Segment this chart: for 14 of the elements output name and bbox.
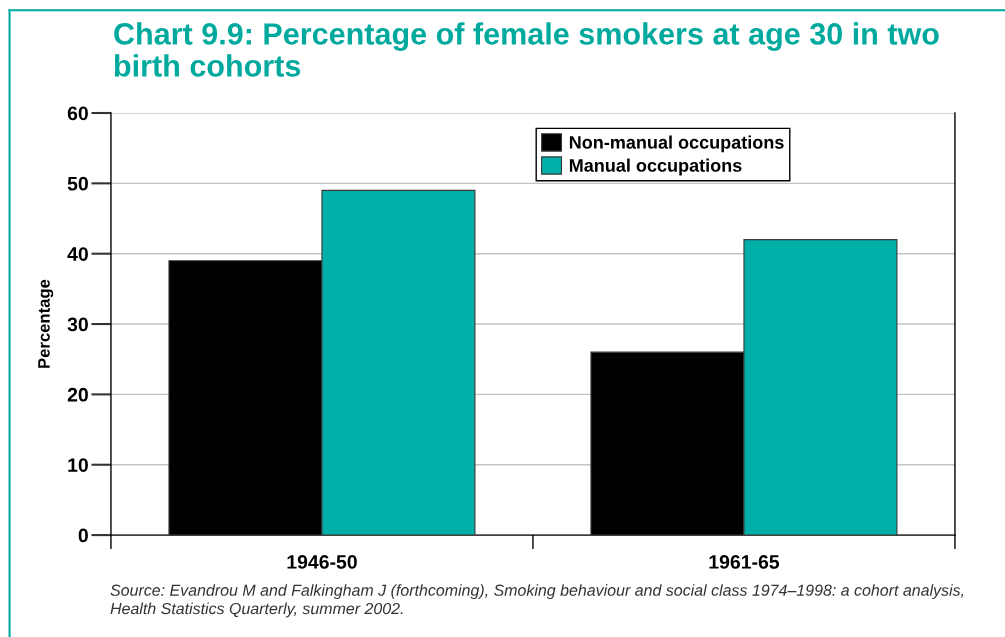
y-tick-label: 50 [67,176,88,191]
x-tick-label: 1946-50 [287,555,357,569]
y-axis-title: Percentage [38,279,54,368]
source-note: Source: Evandrou M and Falkingham J (forthcoming), Smoking behaviour and social class 1974–1998: a cohort analysis, Health Statistics Quarterly, summer 2002. [110,584,964,618]
legend-label: Non-manual occupations [569,135,784,153]
y-tick-label: 60 [67,106,88,121]
y-tick-label: 10 [68,458,88,472]
x-tick-label: 1961-65 [709,555,780,569]
legend-label: Manual occupations [569,158,742,176]
y-tick-label: 40 [67,247,88,261]
y-tick-label: 0 [78,528,88,543]
chart-title: Chart 9.9: Percentage of female smokers at age 30 in two birth cohorts [114,22,939,77]
y-tick-label: 20 [67,387,88,402]
y-tick-label: 30 [67,317,88,332]
